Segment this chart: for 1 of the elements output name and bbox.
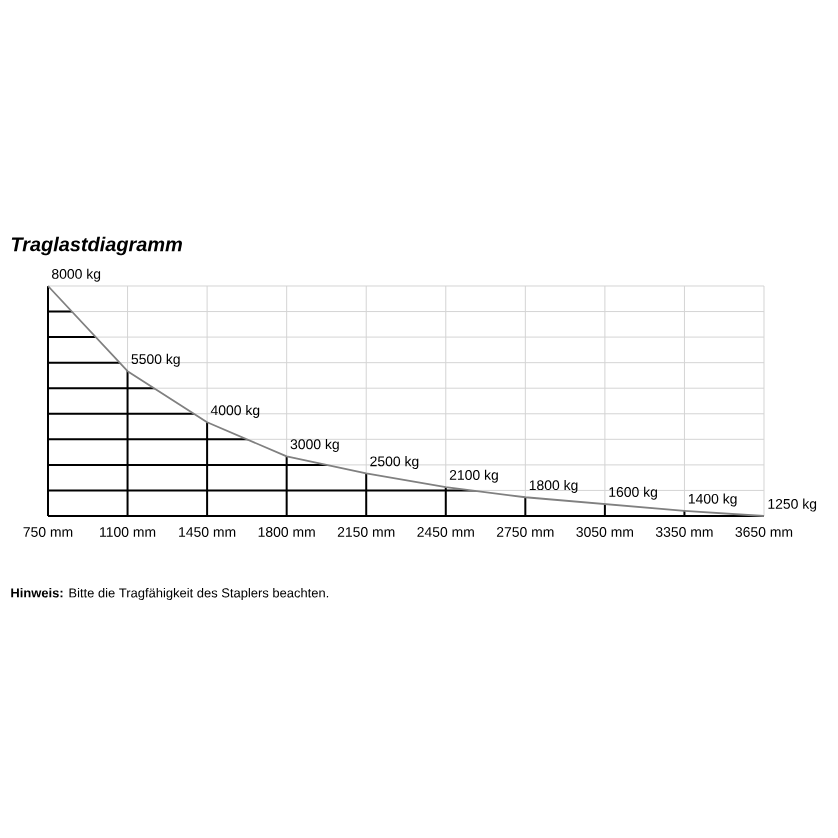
chart-title: Traglastdiagramm xyxy=(11,236,182,256)
